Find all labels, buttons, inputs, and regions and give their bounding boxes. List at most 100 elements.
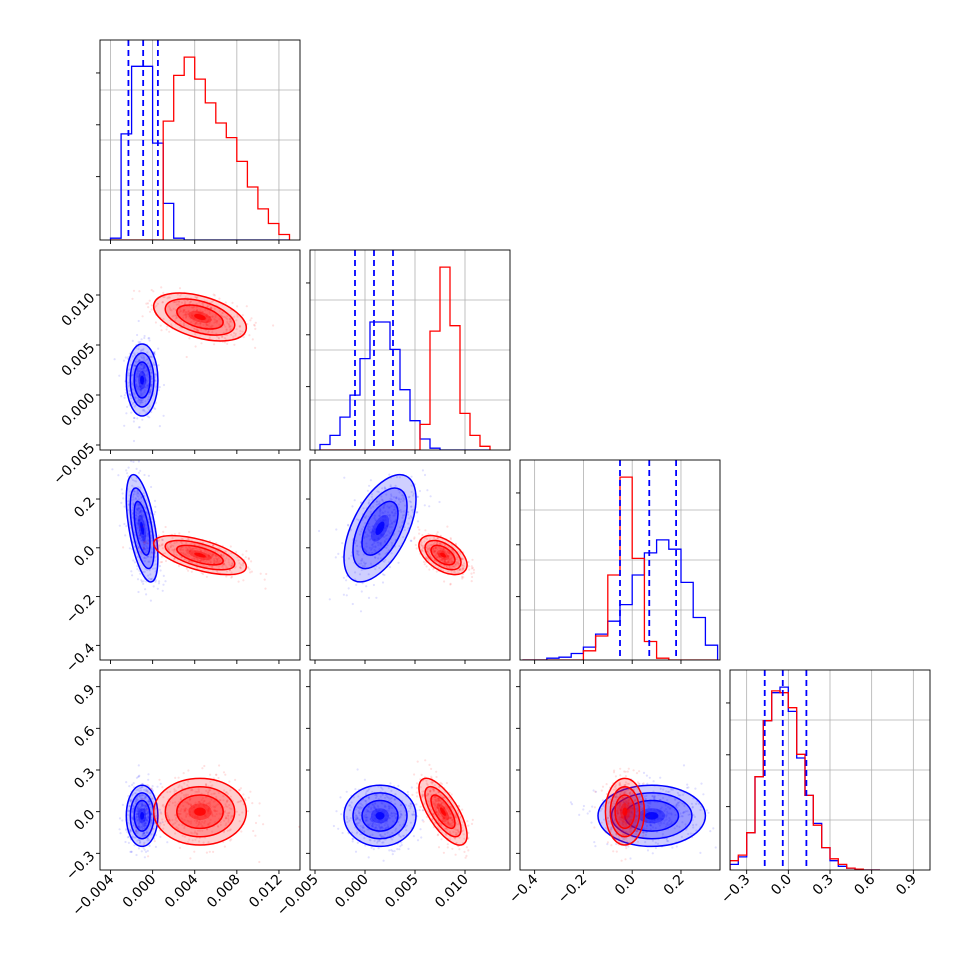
scatter-point [137, 795, 140, 798]
scatter-point [388, 514, 391, 517]
scatter-point [199, 549, 202, 552]
scatter-point [142, 358, 145, 361]
scatter-point [443, 828, 446, 831]
scatter-point [219, 823, 222, 827]
scatter-point [139, 511, 143, 514]
scatter-point [204, 326, 207, 329]
scatter-point [361, 564, 364, 568]
scatter-point [142, 822, 145, 826]
scatter-point [705, 809, 709, 812]
scatter-point [140, 509, 143, 512]
scatter-point [149, 787, 152, 790]
scatter-point [137, 340, 140, 343]
scatter-point [211, 315, 214, 318]
scatter-point [146, 384, 149, 387]
scatter-point [370, 846, 373, 849]
scatter-point [138, 290, 141, 293]
scatter-point [435, 803, 438, 806]
scatter-point [198, 301, 201, 304]
scatter-point [132, 782, 135, 785]
scatter-point [207, 330, 210, 333]
scatter-point [128, 547, 131, 550]
scatter-point [365, 585, 368, 588]
scatter-point [208, 317, 211, 320]
scatter-point [387, 805, 390, 808]
scatter-point [191, 306, 194, 309]
scatter-point [140, 512, 143, 515]
scatter-point [436, 799, 439, 803]
scatter-point [141, 387, 144, 390]
scatter-point [230, 807, 233, 811]
scatter-point [341, 542, 344, 545]
scatter-point [436, 548, 439, 552]
scatter-point [369, 510, 372, 513]
scatter-point [209, 318, 212, 322]
scatter-point [436, 834, 439, 837]
scatter-point [379, 785, 382, 788]
scatter-point [129, 800, 132, 803]
scatter-point [173, 548, 176, 551]
scatter-point [132, 289, 136, 292]
scatter-point [449, 557, 453, 560]
scatter-point [382, 518, 385, 522]
scatter-point [428, 547, 431, 550]
scatter-point [353, 541, 357, 545]
scatter-point [337, 827, 340, 830]
scatter-point [133, 392, 137, 395]
scatter-point [134, 511, 137, 514]
scatter-point [133, 490, 137, 493]
scatter-point [158, 778, 161, 781]
panel-frame [99, 39, 301, 241]
scatter-point [200, 550, 203, 554]
scatter-point [180, 537, 183, 540]
scatter-point [150, 556, 153, 559]
scatter-point [243, 797, 247, 801]
scatter-point [210, 325, 213, 329]
scatter-point [128, 453, 130, 455]
scatter-point [161, 301, 164, 304]
scatter-point [454, 563, 457, 566]
scatter-point [190, 807, 193, 810]
scatter-point [350, 806, 353, 809]
scatter-point [686, 783, 689, 786]
scatter-point [439, 804, 442, 808]
scatter-point [374, 546, 377, 549]
scatter-point [454, 542, 457, 545]
scatter-point [353, 499, 356, 502]
scatter-point [146, 789, 149, 792]
scatter-point [207, 808, 210, 811]
density-core-blue [375, 812, 385, 820]
scatter-point [378, 821, 381, 824]
scatter-point [143, 560, 146, 563]
scatter-point [138, 388, 141, 391]
scatter-point [142, 545, 145, 549]
scatter-point [135, 797, 138, 800]
scatter-point [143, 374, 146, 377]
scatter-point [372, 804, 376, 807]
scatter-point [189, 317, 192, 320]
scatter-point [374, 527, 377, 530]
scatter-point [144, 816, 147, 819]
scatter-point [359, 610, 363, 613]
scatter-point [132, 506, 135, 509]
scatter-point [358, 573, 362, 576]
scatter-point [364, 792, 367, 795]
scatter-point [345, 579, 348, 582]
scatter-point [449, 816, 452, 820]
scatter-point [354, 808, 357, 811]
scatter-point [355, 832, 358, 835]
scatter-point [139, 392, 143, 395]
scatter-point [143, 336, 146, 340]
scatter-point [143, 788, 146, 792]
scatter-point [137, 492, 140, 495]
scatter-point [132, 502, 135, 505]
scatter-point [387, 530, 390, 533]
scatter-point [137, 825, 141, 828]
scatter-point [359, 530, 362, 533]
scatter-point [380, 822, 383, 825]
scatter-point [131, 297, 134, 300]
scatter-point [375, 793, 378, 797]
scatter-point [138, 518, 141, 521]
scatter-point [170, 544, 173, 547]
scatter-point [360, 562, 363, 565]
